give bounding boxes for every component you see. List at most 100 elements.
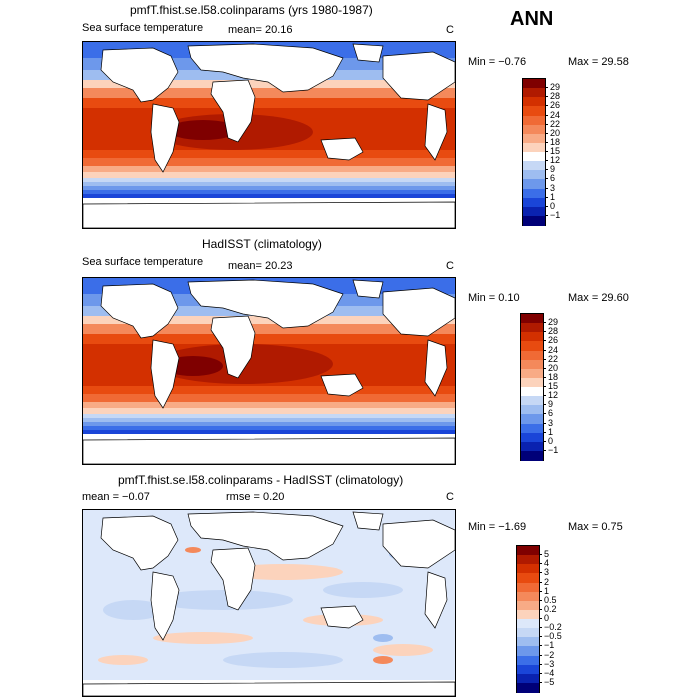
colorbar-label: −0.5 (544, 631, 562, 642)
colorbar-swatch (517, 555, 539, 566)
colorbar-swatch (523, 88, 545, 99)
colorbar-tick (543, 449, 546, 451)
colorbar-swatch (523, 170, 545, 181)
colorbar-label: 6 (548, 408, 554, 419)
colorbar-label: 2 (544, 576, 550, 587)
colorbar-label: 24 (548, 344, 559, 355)
colorbar-swatch (517, 609, 539, 620)
colorbar-tick (545, 178, 548, 180)
colorbar-label: 3 (544, 567, 550, 578)
panel3-diff-field (83, 510, 455, 696)
colorbar-tick (545, 132, 548, 134)
colorbar-swatch (523, 152, 545, 162)
panel3-units: C (446, 491, 454, 503)
colorbar-swatch (523, 79, 545, 89)
colorbar-tick (545, 169, 548, 171)
colorbar-swatch (517, 591, 539, 602)
colorbar-tick (543, 386, 546, 387)
colorbar-tick (543, 367, 546, 369)
colorbar-label: 15 (548, 381, 559, 391)
panel1-sst-field (83, 42, 455, 228)
colorbar-tick (545, 214, 548, 216)
colorbar-swatch (521, 387, 543, 397)
colorbar-swatch (521, 441, 543, 452)
colorbar-swatch (521, 423, 543, 434)
colorbar-label: 12 (548, 390, 559, 401)
colorbar-label: 26 (550, 100, 561, 111)
colorbar-tick (545, 187, 548, 189)
colorbar-tick (539, 599, 542, 601)
colorbar-tick (543, 376, 546, 378)
colorbar-label: 29 (548, 317, 559, 328)
colorbar-tick (543, 358, 546, 360)
panel3-map (82, 509, 456, 697)
colorbar-swatch (517, 646, 539, 657)
panel3-min: Min = −1.69 (468, 521, 527, 533)
colorbar-tick (545, 87, 548, 89)
colorbar-tick (543, 322, 546, 324)
colorbar-label: 29 (550, 82, 561, 93)
colorbar-tick (539, 681, 542, 683)
colorbar-label: 0 (548, 435, 554, 446)
colorbar-label: 26 (548, 335, 559, 346)
colorbar-label: 9 (550, 164, 556, 175)
colorbar-tick (545, 160, 548, 162)
panel1-mean: mean= 20.16 (228, 24, 293, 36)
colorbar-label: 28 (548, 326, 559, 337)
colorbar-swatch (517, 664, 539, 675)
colorbar-swatch (521, 368, 543, 379)
colorbar-swatch (517, 564, 539, 575)
colorbar-swatch (517, 600, 539, 611)
colorbar-tick (539, 654, 542, 656)
colorbar-swatch (523, 179, 545, 190)
panel2-units: C (446, 260, 454, 272)
colorbar-label: −4 (544, 667, 555, 678)
colorbar-swatch (521, 396, 543, 407)
colorbar-label: 3 (548, 417, 554, 428)
colorbar-tick (543, 395, 546, 397)
panel2-mean: mean= 20.23 (228, 260, 293, 272)
panel3-colorbar (516, 545, 540, 693)
colorbar-swatch (517, 682, 539, 693)
colorbar-swatch (517, 573, 539, 584)
colorbar-swatch (517, 628, 539, 639)
colorbar-tick (545, 96, 548, 98)
colorbar-swatch (517, 582, 539, 593)
colorbar-label: 0.2 (544, 603, 557, 614)
colorbar-tick (543, 340, 546, 342)
colorbar-label: 1 (550, 191, 556, 202)
colorbar-tick (539, 645, 542, 647)
colorbar-label: −0.2 (544, 622, 562, 633)
colorbar-swatch (523, 206, 545, 217)
panel1-max: Max = 29.58 (568, 56, 629, 68)
panel1-title: pmfT.fhist.se.l58.colinparams (yrs 1980-… (130, 3, 373, 17)
colorbar-tick (539, 618, 542, 619)
colorbar-label: −1 (548, 444, 559, 455)
panel2-colorbar (520, 313, 544, 461)
colorbar-tick (539, 563, 542, 565)
colorbar-label: 0 (550, 200, 556, 211)
colorbar-swatch (521, 405, 543, 416)
colorbar-label: 22 (550, 118, 561, 129)
colorbar-swatch (521, 341, 543, 352)
colorbar-swatch (521, 450, 543, 461)
colorbar-tick (545, 123, 548, 125)
colorbar-label: 12 (550, 155, 561, 166)
colorbar-label: 20 (550, 127, 561, 138)
colorbar-swatch (521, 377, 543, 388)
colorbar-label: 15 (550, 146, 561, 156)
colorbar-tick (543, 349, 546, 351)
panel3-rmse: rmse = 0.20 (226, 491, 285, 503)
colorbar-swatch (523, 133, 545, 144)
colorbar-swatch (517, 546, 539, 556)
colorbar-swatch (523, 215, 545, 226)
panel1-colorbar (522, 78, 546, 226)
season-label: ANN (510, 8, 554, 30)
colorbar-tick (543, 413, 546, 415)
panel1-units: C (446, 24, 454, 36)
colorbar-label: 4 (544, 558, 550, 569)
colorbar-swatch (521, 432, 543, 443)
colorbar-tick (539, 608, 542, 610)
colorbar-label: 9 (548, 399, 554, 410)
panel3-mean: mean = −0.07 (82, 491, 150, 503)
